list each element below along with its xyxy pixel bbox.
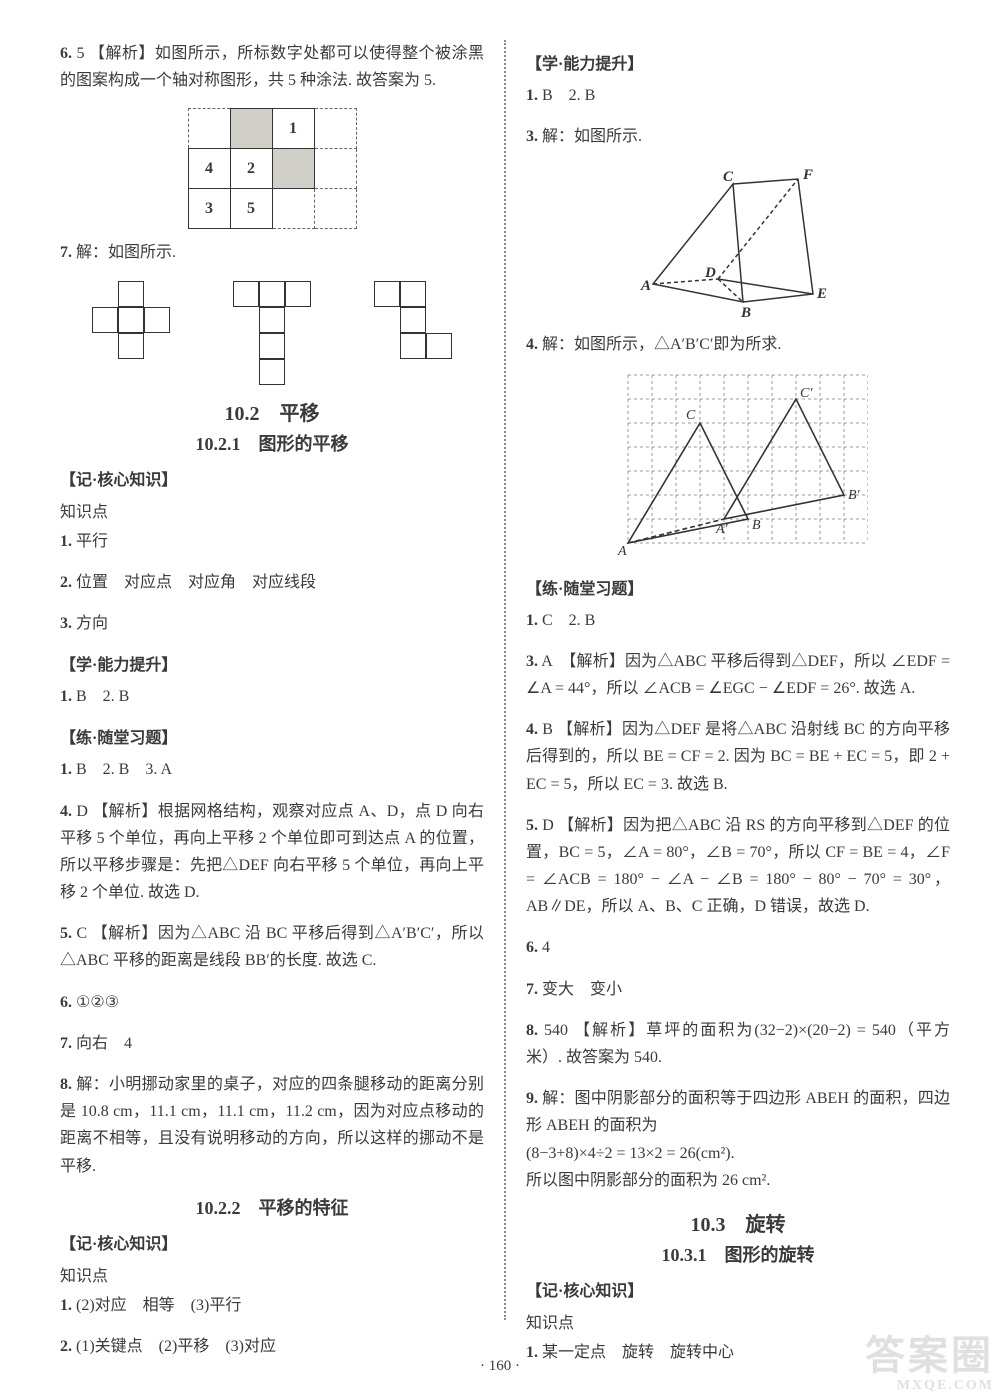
practice2-p8: 8. 540 【解析】草坪的面积为(32−2)×(20−2) = 540（平方米… xyxy=(526,1017,950,1071)
svg-text:C: C xyxy=(723,169,734,185)
core1-heading: 【记·核心知识】 xyxy=(60,466,484,490)
column-divider xyxy=(504,40,506,1320)
practice1-p1: 1. B 2. B 3. A xyxy=(60,756,484,783)
practice1-p4: 4. D 【解析】根据网格结构，观察对应点 A、D，点 D 向右平移 5 个单位… xyxy=(60,798,484,907)
core2-p2: 2. (1)关键点 (2)平移 (3)对应 xyxy=(60,1333,484,1360)
watermark: 答案圈 MXQE.COM xyxy=(865,1334,994,1393)
right-column: 【学·能力提升】 1. B 2. B 3. 解：如图所示. A B C D xyxy=(526,40,950,1320)
practice1-p5: 5. C 【解析】因为△ABC 沿 BC 平移后得到△A′B′C′，所以△ABC… xyxy=(60,920,484,974)
practice1-heading: 【练·随堂习题】 xyxy=(60,724,484,748)
grid-triangle-figure: A B C A′ B′ C′ xyxy=(526,373,950,563)
svg-text:B′: B′ xyxy=(848,488,861,503)
svg-text:B: B xyxy=(740,305,751,319)
ability2-p1: 1. B 2. B xyxy=(526,82,950,109)
q7-figures xyxy=(60,281,484,385)
q6-grid: 1 42 35 xyxy=(188,108,357,229)
svg-text:A: A xyxy=(617,544,627,559)
prism-figure: A B C D E F xyxy=(526,164,950,319)
q6-num: 6. xyxy=(60,45,72,62)
core2-kp: 知识点 xyxy=(60,1262,484,1286)
q7: 7. 解：如图所示. xyxy=(60,239,484,266)
left-column: 6. 5 【解析】如图所示，所标数字处都可以使得整个被涂黑的图案构成一个轴对称图… xyxy=(60,40,484,1320)
practice2-p6: 6. 4 xyxy=(526,934,950,961)
q6: 6. 5 【解析】如图所示，所标数字处都可以使得整个被涂黑的图案构成一个轴对称图… xyxy=(60,40,484,94)
core1-p1: 1. 平行 xyxy=(60,528,484,555)
p9-conclusion: 所以图中阴影部分的面积为 26 cm². xyxy=(526,1167,950,1194)
fig-cross xyxy=(92,281,170,385)
core1-kp: 知识点 xyxy=(60,498,484,522)
ability2-heading: 【学·能力提升】 xyxy=(526,50,950,74)
p9-calc: (8−3+8)×4÷2 = 13×2 = 26(cm²). xyxy=(526,1140,950,1167)
practice2-p9: 9. 解：图中阴影部分的面积等于四边形 ABEH 的面积，四边形 ABEH 的面… xyxy=(526,1085,950,1194)
sec-10-3-title: 10.3 旋转 xyxy=(526,1208,950,1237)
watermark-url: MXQE.COM xyxy=(865,1378,994,1393)
ability2-p3: 3. 解：如图所示. xyxy=(526,123,950,150)
practice2-heading: 【练·随堂习题】 xyxy=(526,575,950,599)
practice1-p6: 6. ①②③ xyxy=(60,989,484,1016)
grid-triangle-svg: A B C A′ B′ C′ xyxy=(608,373,868,563)
practice2-p4: 4. B 【解析】因为△DEF 是将△ABC 沿射线 BC 的方向平移后得到的，… xyxy=(526,716,950,798)
fig-t xyxy=(233,281,311,385)
sec-10-2-2-title: 10.2.2 平移的特征 xyxy=(60,1194,484,1220)
watermark-main: 答案圈 xyxy=(865,1334,994,1378)
svg-text:D: D xyxy=(704,265,716,281)
svg-text:C′: C′ xyxy=(800,386,813,401)
core2-p1: 1. (2)对应 相等 (3)平行 xyxy=(60,1292,484,1319)
prism-svg: A B C D E F xyxy=(623,164,853,319)
core2-heading: 【记·核心知识】 xyxy=(60,1230,484,1254)
ability1-p1: 1. B 2. B xyxy=(60,683,484,710)
practice2-p5: 5. D 【解析】因为把△ABC 沿 RS 的方向平移到△DEF 的位置，BC … xyxy=(526,812,950,921)
practice2-p3: 3. A 【解析】因为△ABC 平移后得到△DEF，所以 ∠EDF = ∠A =… xyxy=(526,648,950,702)
sec-10-2-1-title: 10.2.1 图形的平移 xyxy=(60,430,484,456)
ability1-heading: 【学·能力提升】 xyxy=(60,651,484,675)
q6-ans: 5 xyxy=(76,45,84,62)
svg-text:E: E xyxy=(816,286,827,302)
svg-text:A′: A′ xyxy=(715,522,729,537)
practice2-p7: 7. 变大 变小 xyxy=(526,976,950,1003)
svg-text:F: F xyxy=(802,167,813,183)
practice1-p8: 8. 解：小明挪动家里的桌子，对应的四条腿移动的距离分别是 10.8 cm，11… xyxy=(60,1071,484,1180)
svg-text:C: C xyxy=(686,408,696,423)
practice1-p7: 7. 向右 4 xyxy=(60,1030,484,1057)
fig-s xyxy=(374,281,452,385)
sec-10-2-title: 10.2 平移 xyxy=(60,397,484,426)
q7-num: 7. xyxy=(60,244,72,261)
core1-p3: 3. 方向 xyxy=(60,610,484,637)
q6-label: 【解析】 xyxy=(89,45,155,62)
q7-text: 解：如图所示. xyxy=(76,244,176,261)
practice2-p1: 1. C 2. B xyxy=(526,607,950,634)
page-number: · 160 · xyxy=(0,1358,1000,1375)
sec-10-3-1-title: 10.3.1 图形的旋转 xyxy=(526,1241,950,1267)
svg-text:B: B xyxy=(752,518,761,533)
ability2-p4: 4. 解：如图所示，△A′B′C′即为所求. xyxy=(526,331,950,358)
core3-heading: 【记·核心知识】 xyxy=(526,1277,950,1301)
core3-kp: 知识点 xyxy=(526,1309,950,1333)
core1-p2: 2. 位置 对应点 对应角 对应线段 xyxy=(60,569,484,596)
svg-text:A: A xyxy=(640,278,651,294)
